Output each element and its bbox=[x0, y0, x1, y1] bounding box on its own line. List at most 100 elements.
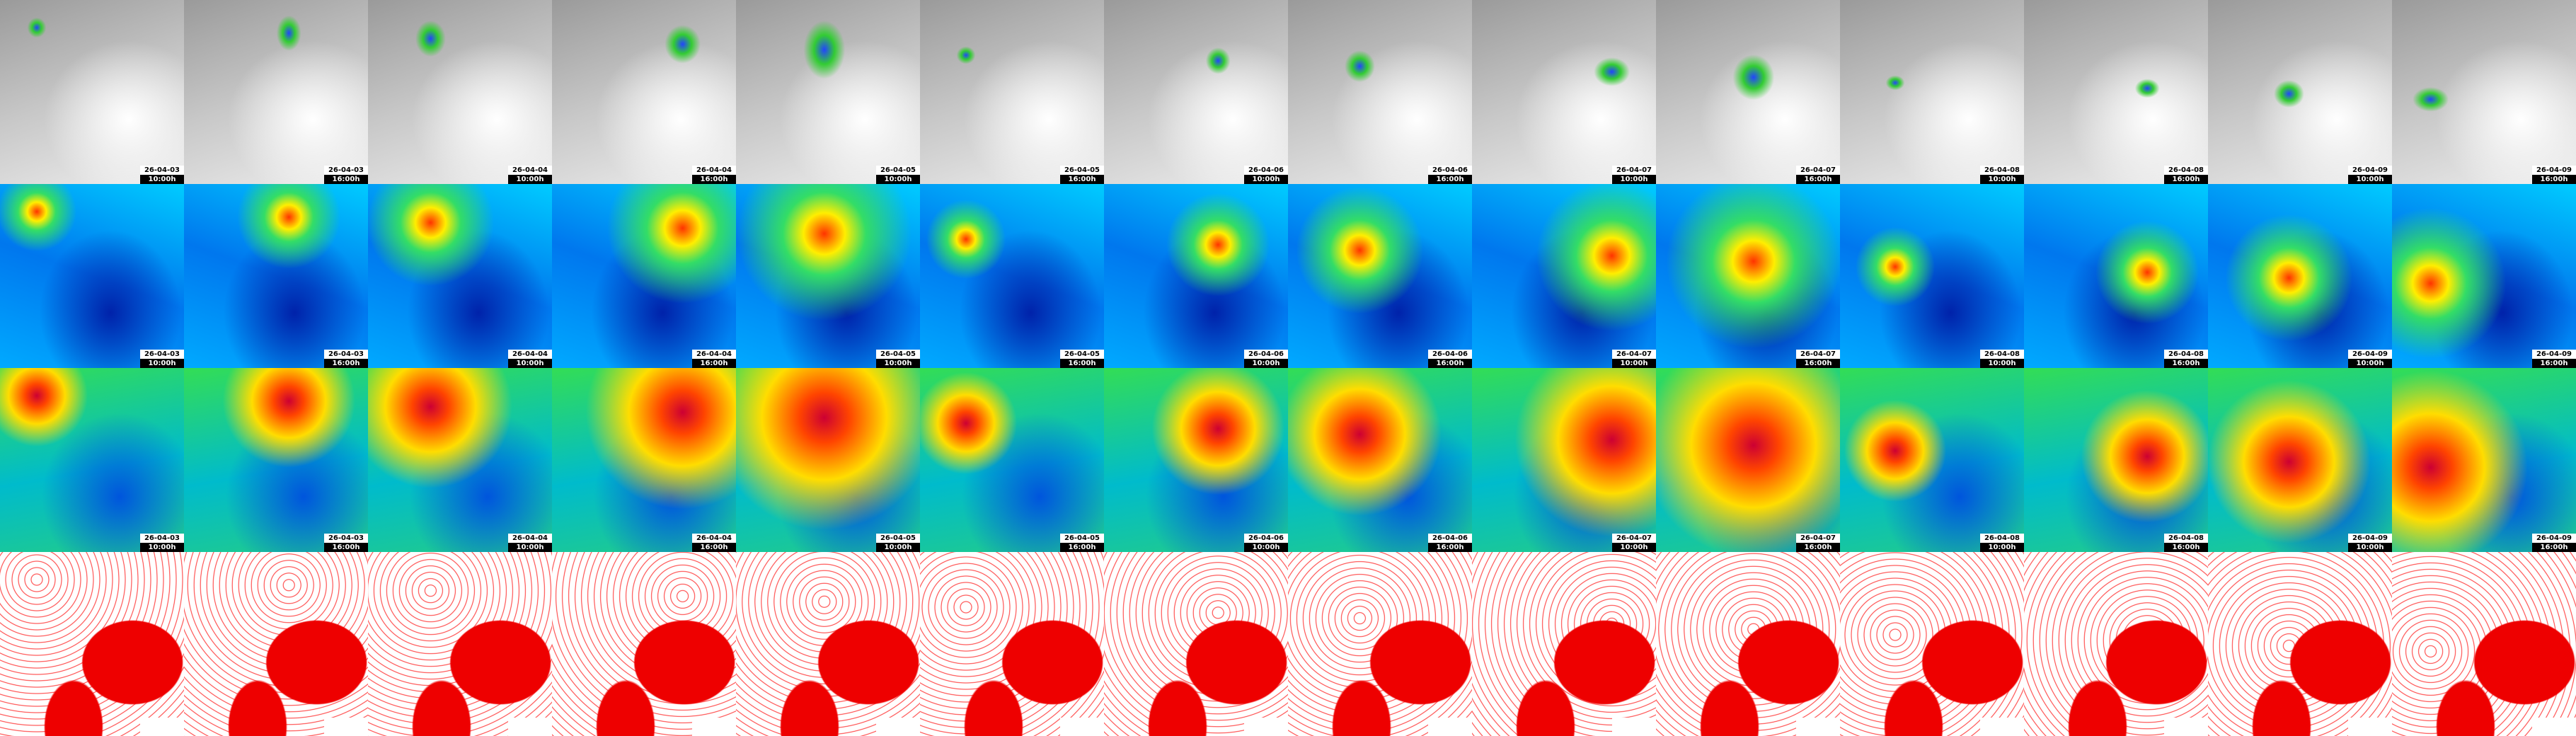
date-label: 26-04-07 bbox=[1796, 166, 1840, 175]
timestamp-label: 26-04-07 16:00h bbox=[1796, 534, 1840, 552]
date-label: 26-04-04 bbox=[692, 350, 736, 359]
date-label: 26-04-05 bbox=[876, 166, 920, 175]
map-tile: 26-04-05 10:00h bbox=[736, 368, 920, 552]
time-label: 16:00h bbox=[692, 175, 736, 184]
timestamp-label: 26-04-09 10:00h bbox=[2348, 166, 2392, 184]
label-box bbox=[2348, 718, 2392, 736]
map-tile: 26-04-09 16:00h bbox=[2392, 0, 2576, 184]
map-tile: 26-04-07 10:00h bbox=[1472, 184, 1656, 368]
timestamp-label: 26-04-08 16:00h bbox=[2164, 166, 2208, 184]
timestamp-label: 26-04-06 10:00h bbox=[1244, 166, 1288, 184]
timestamp-label: 26-04-03 16:00h bbox=[324, 166, 368, 184]
date-label: 26-04-07 bbox=[1612, 166, 1656, 175]
map-tile: 26-04-05 10:00h bbox=[736, 184, 920, 368]
time-label: 10:00h bbox=[876, 359, 920, 368]
time-label: 10:00h bbox=[1980, 175, 2024, 184]
map-tile bbox=[2392, 552, 2576, 736]
date-label: 26-04-08 bbox=[1980, 166, 2024, 175]
timestamp-label: 26-04-04 16:00h bbox=[692, 534, 736, 552]
time-label: 16:00h bbox=[324, 359, 368, 368]
map-tile bbox=[368, 552, 552, 736]
timestamp-label: 26-04-09 16:00h bbox=[2532, 534, 2576, 552]
timestamp-label: 26-04-06 16:00h bbox=[1428, 350, 1472, 368]
date-label: 26-04-07 bbox=[1612, 350, 1656, 359]
map-tile: 26-04-04 10:00h bbox=[368, 184, 552, 368]
map-tile: 26-04-03 10:00h bbox=[0, 0, 184, 184]
map-tile: 26-04-06 10:00h bbox=[1104, 368, 1288, 552]
map-tile: 26-04-07 10:00h bbox=[1472, 368, 1656, 552]
map-tile bbox=[736, 552, 920, 736]
date-label: 26-04-03 bbox=[140, 350, 184, 359]
date-label: 26-04-03 bbox=[140, 534, 184, 543]
map-tile: 26-04-09 10:00h bbox=[2208, 368, 2392, 552]
map-tile: 26-04-07 16:00h bbox=[1656, 184, 1840, 368]
time-label: 16:00h bbox=[2164, 543, 2208, 552]
date-label: 26-04-08 bbox=[2164, 166, 2208, 175]
timestamp-label: 26-04-04 16:00h bbox=[692, 166, 736, 184]
time-label: 10:00h bbox=[2348, 175, 2392, 184]
time-label: 10:00h bbox=[1980, 543, 2024, 552]
date-label: 26-04-09 bbox=[2348, 350, 2392, 359]
label-box bbox=[1796, 718, 1840, 736]
label-box bbox=[1980, 718, 2024, 736]
time-label: 10:00h bbox=[508, 359, 552, 368]
time-label: 16:00h bbox=[324, 175, 368, 184]
date-label: 26-04-07 bbox=[1796, 350, 1840, 359]
map-tile: 26-04-08 10:00h bbox=[1840, 0, 2024, 184]
map-tile: 26-04-07 16:00h bbox=[1656, 368, 1840, 552]
date-label: 26-04-05 bbox=[1060, 166, 1104, 175]
date-label: 26-04-06 bbox=[1428, 350, 1472, 359]
timestamp-label: 26-04-06 10:00h bbox=[1244, 534, 1288, 552]
date-label: 26-04-03 bbox=[324, 350, 368, 359]
map-tile bbox=[920, 552, 1104, 736]
timestamp-label: 26-04-03 10:00h bbox=[140, 534, 184, 552]
date-label: 26-04-05 bbox=[876, 534, 920, 543]
map-tile: 26-04-06 10:00h bbox=[1104, 184, 1288, 368]
date-label: 26-04-06 bbox=[1244, 166, 1288, 175]
time-label: 10:00h bbox=[1612, 359, 1656, 368]
time-label: 10:00h bbox=[876, 175, 920, 184]
map-tile: 26-04-03 10:00h bbox=[0, 368, 184, 552]
date-label: 26-04-04 bbox=[508, 166, 552, 175]
time-label: 16:00h bbox=[2532, 175, 2576, 184]
date-label: 26-04-03 bbox=[324, 166, 368, 175]
map-tile: 26-04-06 16:00h bbox=[1288, 0, 1472, 184]
time-label: 16:00h bbox=[2164, 359, 2208, 368]
label-box bbox=[508, 718, 552, 736]
date-label: 26-04-09 bbox=[2348, 166, 2392, 175]
timestamp-label: 26-04-07 16:00h bbox=[1796, 350, 1840, 368]
map-tile: 26-04-04 16:00h bbox=[552, 184, 736, 368]
time-label: 16:00h bbox=[1796, 175, 1840, 184]
time-label: 10:00h bbox=[1980, 359, 2024, 368]
date-label: 26-04-08 bbox=[2164, 534, 2208, 543]
timestamp-label: 26-04-05 10:00h bbox=[876, 350, 920, 368]
map-tile bbox=[1472, 552, 1656, 736]
date-label: 26-04-06 bbox=[1244, 350, 1288, 359]
map-tile: 26-04-04 10:00h bbox=[368, 368, 552, 552]
map-tile: 26-04-09 10:00h bbox=[2208, 0, 2392, 184]
date-label: 26-04-05 bbox=[1060, 350, 1104, 359]
timestamp-label: 26-04-06 16:00h bbox=[1428, 166, 1472, 184]
timestamp-label: 26-04-07 10:00h bbox=[1612, 166, 1656, 184]
timestamp-label: 26-04-09 16:00h bbox=[2532, 166, 2576, 184]
date-label: 26-04-09 bbox=[2532, 534, 2576, 543]
date-label: 26-04-09 bbox=[2532, 350, 2576, 359]
map-tile: 26-04-04 16:00h bbox=[552, 368, 736, 552]
map-tile: 26-04-06 10:00h bbox=[1104, 0, 1288, 184]
map-tile: 26-04-05 16:00h bbox=[920, 0, 1104, 184]
timestamp-label: 26-04-07 10:00h bbox=[1612, 534, 1656, 552]
timestamp-label: 26-04-08 10:00h bbox=[1980, 166, 2024, 184]
timestamp-label: 26-04-08 10:00h bbox=[1980, 350, 2024, 368]
map-tile bbox=[1104, 552, 1288, 736]
label-box bbox=[324, 718, 368, 736]
map-tile bbox=[2024, 552, 2208, 736]
map-tile: 26-04-05 10:00h bbox=[736, 0, 920, 184]
map-tile: 26-04-05 16:00h bbox=[920, 368, 1104, 552]
time-label: 10:00h bbox=[2348, 543, 2392, 552]
timestamp-label: 26-04-05 16:00h bbox=[1060, 350, 1104, 368]
map-tile: 26-04-06 16:00h bbox=[1288, 184, 1472, 368]
time-label: 16:00h bbox=[324, 543, 368, 552]
date-label: 26-04-07 bbox=[1796, 534, 1840, 543]
map-tile: 26-04-08 16:00h bbox=[2024, 184, 2208, 368]
